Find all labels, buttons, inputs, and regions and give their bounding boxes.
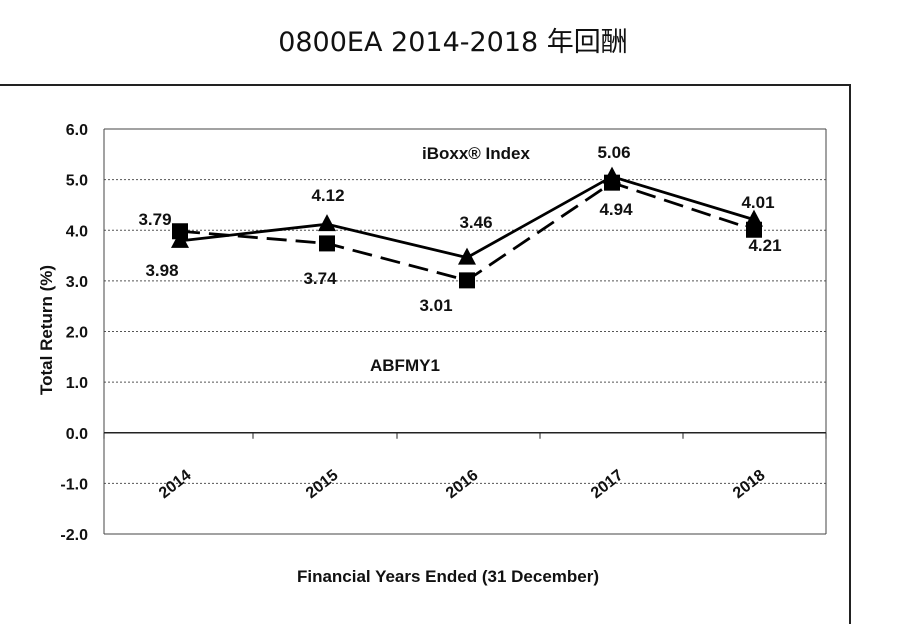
y-tick-label: 3.0 (66, 274, 88, 291)
y-tick-label: 2.0 (66, 325, 88, 342)
y-tick-label: 5.0 (66, 173, 88, 190)
y-tick-label: 6.0 (66, 122, 88, 139)
y-tick-label: 1.0 (66, 375, 88, 392)
marker-triangle-iboxx (458, 247, 476, 265)
x-tick-labels: 2014 2015 2016 2017 2018 (156, 467, 769, 502)
x-tick-label: 2017 (588, 467, 627, 502)
marker-triangle-iboxx (171, 230, 189, 248)
y-tick-label: -1.0 (60, 476, 88, 493)
x-tick-label: 2018 (730, 467, 769, 502)
chart-frame (0, 84, 851, 624)
x-axis-title: Financial Years Ended (31 December) (297, 567, 599, 586)
x-tick-label: 2016 (443, 467, 482, 502)
data-label: 5.06 (597, 143, 630, 162)
series-annotation-iboxx: iBoxx® Index (422, 144, 530, 163)
y-tick-label: 0.0 (66, 426, 88, 443)
y-tick-label: -2.0 (60, 527, 88, 544)
data-label: 3.46 (459, 213, 492, 232)
data-label: 3.74 (303, 269, 337, 288)
data-label: 4.01 (741, 193, 774, 212)
axes (103, 128, 827, 535)
data-label: 4.94 (599, 200, 633, 219)
data-label: 3.79 (138, 210, 171, 229)
marker-square-abfmy1 (459, 272, 475, 289)
series-annotation-abfmy1: ABFMY1 (370, 356, 440, 375)
data-labels: 3.79 4.12 3.46 5.06 4.21 3.98 3.74 3.01 4.94 4.01 (138, 143, 781, 315)
marker-triangle-iboxx (603, 166, 621, 184)
page-title: 0800EA 2014-2018 年回酬 (278, 27, 628, 58)
series-markers (171, 166, 763, 289)
y-tick-label: 4.0 (66, 223, 88, 240)
marker-triangle-iboxx (318, 214, 336, 232)
line-chart: 6.05.04.03.02.01.00.0-1.0-2.0 2014 2015 20… (37, 122, 827, 586)
data-label: 3.01 (419, 296, 452, 315)
y-tick-labels: 6.0 5.0 4.0 3.0 2.0 1.0 0.0 -1.0 -2.0 (60, 122, 88, 544)
marker-square-abfmy1 (319, 235, 335, 252)
data-label: 3.98 (145, 261, 178, 280)
x-tick-label: 2014 (156, 467, 195, 502)
x-tick-label: 2015 (303, 467, 342, 502)
data-label: 4.12 (311, 186, 344, 205)
y-axis-title: Total Return (%) (37, 265, 56, 395)
data-label: 4.21 (748, 236, 781, 255)
marker-triangle-iboxx (745, 209, 763, 227)
